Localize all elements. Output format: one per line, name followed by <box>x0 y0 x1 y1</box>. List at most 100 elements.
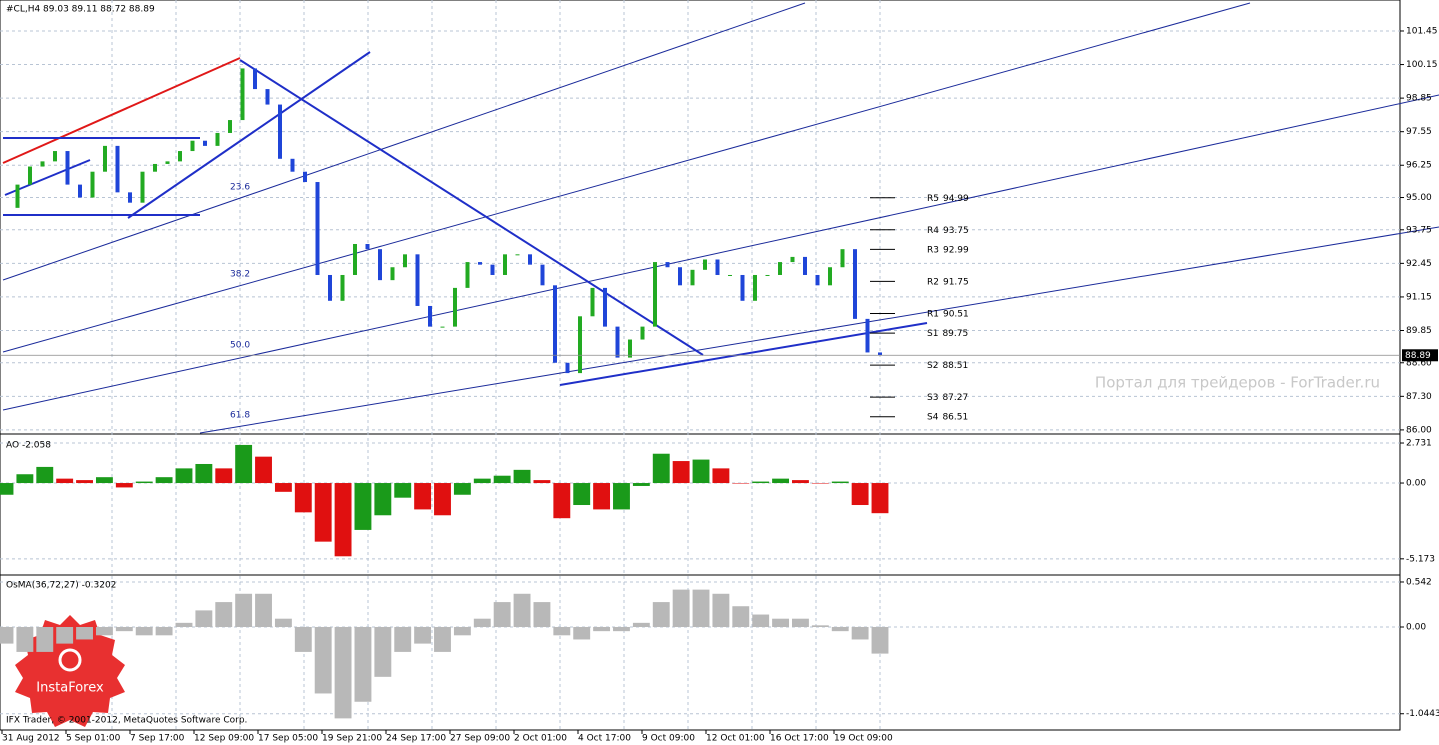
histogram-bar <box>593 627 611 632</box>
candle <box>390 267 395 281</box>
histogram-bar <box>56 478 74 484</box>
candle <box>128 192 132 203</box>
candle <box>553 285 557 363</box>
histogram-bar <box>215 468 233 484</box>
pivot-value: 94.99 <box>943 193 969 203</box>
candle <box>340 274 345 301</box>
candle <box>865 318 870 353</box>
pivot-name: R2 <box>927 277 939 287</box>
histogram-bar <box>354 483 372 530</box>
histogram-bar <box>36 627 54 652</box>
candle <box>253 68 257 90</box>
candle <box>503 254 507 275</box>
candle <box>590 287 595 317</box>
y-tick-label: -5.173 <box>1406 554 1435 564</box>
histogram-bar <box>513 469 531 484</box>
candle <box>328 274 332 301</box>
x-tick-label: 17 Sep 05:00 <box>258 734 318 744</box>
trendline <box>239 59 704 356</box>
pivot-value: 93.75 <box>943 225 969 235</box>
pivot-name: S1 <box>927 329 938 339</box>
histogram-bar <box>732 483 750 484</box>
x-tick-label: 19 Oct 09:00 <box>834 734 893 744</box>
histogram-bar <box>414 627 432 644</box>
histogram-bar <box>115 483 133 488</box>
histogram-bar <box>115 627 133 632</box>
fib-labels: 23.6 38.2 50.0 61.8 <box>230 183 250 421</box>
y-tick-label: 89.85 <box>1406 326 1432 336</box>
histogram-bar <box>593 483 611 510</box>
histogram-bar <box>235 593 253 628</box>
histogram-bar <box>533 480 551 484</box>
histogram-bar <box>772 478 790 484</box>
histogram-bar <box>732 606 750 628</box>
histogram-bar <box>752 481 770 484</box>
candle <box>165 161 170 164</box>
trendlines <box>2 2 1439 434</box>
candle <box>515 254 520 256</box>
histogram-bar <box>155 477 173 484</box>
histogram-bar <box>513 593 531 628</box>
histogram-bar <box>135 627 153 636</box>
x-tick-label: 16 Oct 17:00 <box>770 734 829 744</box>
histogram-bar <box>314 627 332 694</box>
y-tick-label: 100.15 <box>1406 60 1438 70</box>
histogram-bar <box>95 627 113 636</box>
x-tick-label: 9 Oct 09:00 <box>642 734 695 744</box>
candle <box>715 259 720 275</box>
candle <box>228 120 232 133</box>
x-tick-label: 7 Sep 17:00 <box>130 734 185 744</box>
y-tick-label: 0.00 <box>1406 479 1426 489</box>
histogram-bar <box>16 474 34 484</box>
pivot-label: R2 91.75 <box>927 277 969 287</box>
y-tick-label: 93.75 <box>1406 225 1432 235</box>
candle <box>40 161 45 167</box>
histogram-bar <box>16 627 34 652</box>
histogram-bar <box>434 627 451 652</box>
pivot-label: R3 92.99 <box>927 245 969 255</box>
candle <box>653 262 657 327</box>
y-tick-label: 91.15 <box>1406 292 1432 302</box>
panel-title: OsMA(36,72,27) -0.3202 <box>6 581 116 591</box>
pivot-value: 89.75 <box>942 329 968 339</box>
histogram-bar <box>752 614 770 628</box>
pivot-label: S4 86.51 <box>927 412 968 422</box>
x-tick-label: 31 Aug 2012 <box>2 734 60 744</box>
histogram-bar <box>235 444 253 484</box>
candle <box>728 274 732 276</box>
trendline <box>127 51 371 219</box>
histogram-bar <box>692 589 710 628</box>
x-tick-label: 4 Oct 17:00 <box>578 734 631 744</box>
candle <box>840 249 845 268</box>
candle <box>365 243 370 250</box>
candle <box>140 171 145 203</box>
y-tick-label: 95.00 <box>1406 193 1432 203</box>
panel-title: AO -2.058 <box>6 441 51 451</box>
candle <box>353 243 357 275</box>
candle <box>615 326 620 358</box>
candle <box>490 264 495 275</box>
candle <box>603 287 607 327</box>
histogram-bar <box>712 593 730 628</box>
pivot-name: S2 <box>927 361 938 371</box>
pivot-label: S3 87.27 <box>927 393 968 403</box>
pivot-value: 90.51 <box>943 309 969 319</box>
histogram-bar <box>294 483 312 513</box>
histogram-bar <box>792 618 809 628</box>
histogram-bar <box>632 483 650 486</box>
trendline <box>2 57 241 164</box>
histogram-bar <box>255 593 272 628</box>
candle <box>278 104 282 159</box>
candle <box>690 269 695 286</box>
histogram-bar <box>652 453 670 484</box>
candle <box>315 182 320 275</box>
histogram-bar <box>394 627 412 652</box>
candle <box>215 132 220 146</box>
candle <box>178 151 182 162</box>
histogram-bar <box>334 627 352 719</box>
histogram-bar <box>453 627 471 636</box>
x-tick-label: 19 Sep 21:00 <box>322 734 382 744</box>
fib-label: 38.2 <box>230 270 250 280</box>
histogram-bar <box>573 627 591 640</box>
histogram-bar <box>712 468 730 484</box>
